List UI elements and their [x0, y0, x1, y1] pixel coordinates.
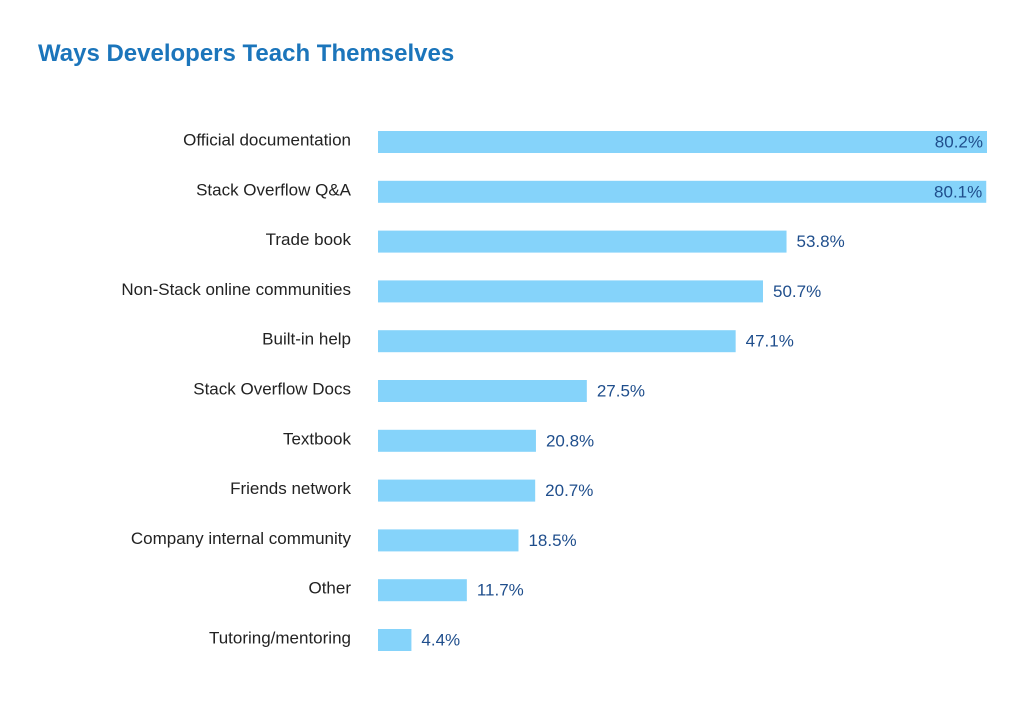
category-label: Official documentation	[183, 130, 351, 149]
value-label: 50.7%	[773, 282, 821, 301]
category-label: Trade book	[266, 230, 352, 249]
value-label: 11.7%	[477, 581, 524, 600]
value-label: 20.7%	[545, 481, 593, 500]
category-label: Friends network	[230, 479, 351, 498]
category-label: Stack Overflow Docs	[193, 379, 351, 398]
value-label: 20.8%	[546, 431, 594, 450]
bar	[378, 479, 536, 502]
category-label: Tutoring/mentoring	[209, 628, 351, 647]
category-label: Non-Stack online communities	[121, 280, 351, 299]
value-label: 47.1%	[746, 332, 794, 351]
category-label: Built-in help	[262, 330, 351, 349]
chart-title: Ways Developers Teach Themselves	[38, 40, 455, 67]
value-label: 53.8%	[797, 232, 845, 251]
bar	[378, 529, 519, 552]
bar	[378, 330, 736, 353]
bar	[378, 131, 987, 153]
category-label: Stack Overflow Q&A	[196, 180, 352, 199]
value-label: 4.4%	[421, 630, 460, 649]
bar	[378, 180, 987, 203]
bars-layer: Official documentation 80.2% Stack Overflo…	[121, 130, 987, 651]
bar	[378, 429, 536, 452]
bar	[378, 230, 787, 253]
value-label: 80.2%	[935, 132, 983, 151]
bar	[378, 579, 467, 602]
value-label: 80.1%	[934, 182, 982, 201]
category-label: Textbook	[283, 429, 352, 448]
bar	[378, 380, 587, 402]
value-label: 18.5%	[528, 531, 576, 550]
bar	[378, 629, 412, 651]
bar	[378, 280, 763, 303]
category-label: Company internal community	[131, 529, 352, 548]
value-label: 27.5%	[597, 381, 645, 400]
category-label: Other	[308, 579, 351, 598]
